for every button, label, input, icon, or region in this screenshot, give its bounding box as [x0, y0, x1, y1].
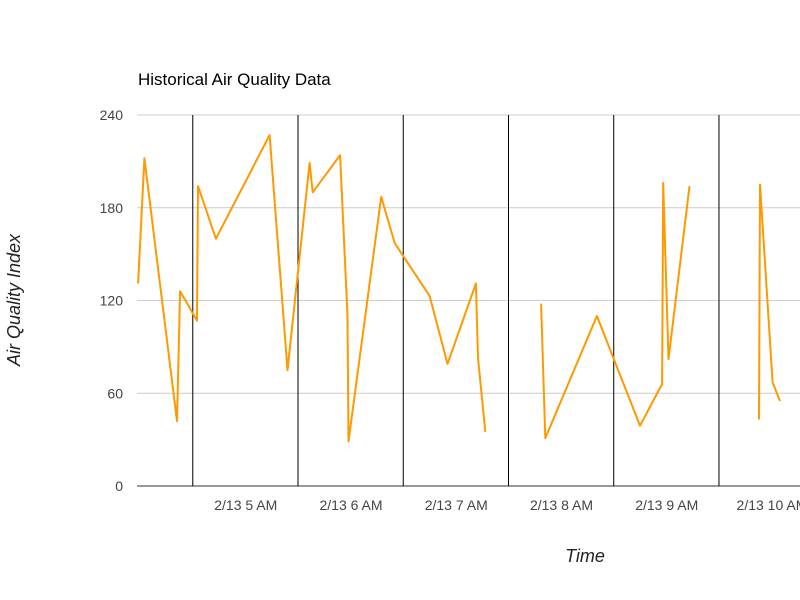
- y-tick-label: 180: [100, 200, 124, 216]
- x-axis-label: Time: [565, 546, 605, 566]
- y-tick-label: 120: [100, 293, 124, 309]
- x-gridlines: [192, 115, 720, 486]
- x-tick-label: 2/13 9 AM: [635, 497, 698, 513]
- x-tick-label: 2/13 10 AM: [737, 497, 800, 513]
- x-tick-label: 2/13 5 AM: [214, 497, 277, 513]
- y-tick-label: 60: [107, 385, 123, 401]
- x-tick-label: 2/13 6 AM: [319, 497, 382, 513]
- y-tick-labels: 0 60 120 180 240: [100, 107, 124, 494]
- y-axis-label: Air Quality Index: [4, 233, 24, 367]
- series-lines: [137, 134, 781, 443]
- x-tick-labels: 2/13 5 AM 2/13 6 AM 2/13 7 AM 2/13 8 AM 2/13…: [214, 497, 800, 513]
- chart-title: Historical Air Quality Data: [138, 70, 331, 89]
- y-tick-label: 0: [115, 478, 123, 494]
- y-tick-label: 240: [100, 107, 124, 123]
- x-tick-label: 2/13 7 AM: [425, 497, 488, 513]
- y-gridlines: [137, 114, 800, 487]
- x-tick-label: 2/13 8 AM: [530, 497, 593, 513]
- air-quality-series-line: [137, 134, 487, 443]
- air-quality-series-line: [758, 183, 781, 420]
- air-quality-series-line: [540, 182, 691, 440]
